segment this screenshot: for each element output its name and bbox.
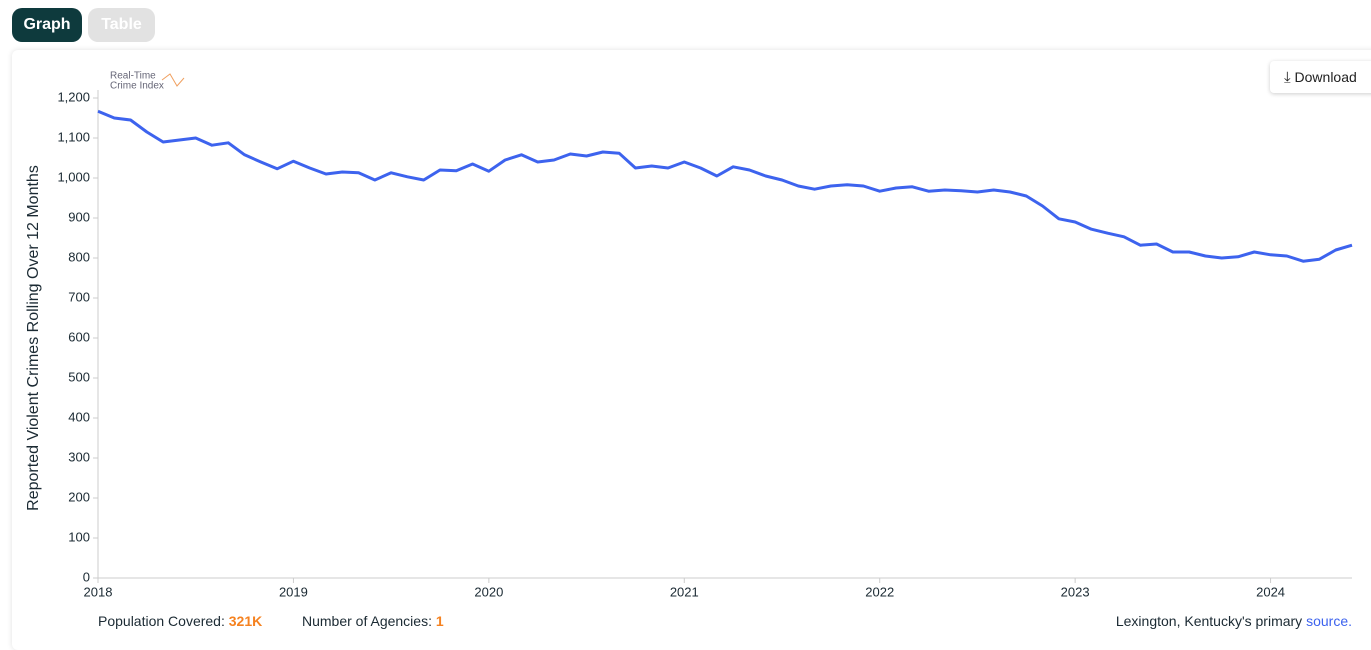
y-tick-label: 400 — [68, 409, 90, 424]
y-tick-label: 500 — [68, 369, 90, 384]
logo: Real-Time — [110, 71, 156, 82]
y-tick-label: 700 — [68, 289, 90, 304]
x-tick-label: 2020 — [474, 584, 503, 599]
y-tick-label: 200 — [68, 489, 90, 504]
population-label: Population Covered: — [98, 613, 225, 629]
x-tick-label: 2018 — [84, 584, 113, 599]
x-tick-label: 2019 — [279, 584, 308, 599]
agencies-label: Number of Agencies: — [302, 613, 432, 629]
source-text: Lexington, Kentucky's primary — [1115, 613, 1303, 629]
source: Lexington, Kentucky's primary source. — [1116, 613, 1352, 629]
agencies-value: 1 — [435, 613, 444, 629]
x-tick-label: 2024 — [1256, 584, 1285, 599]
x-tick-label: 2021 — [670, 584, 699, 599]
y-tick-label: 600 — [68, 329, 90, 344]
y-tick-label: 900 — [68, 209, 90, 224]
population-value: 321K — [228, 613, 263, 629]
line — [97, 109, 1353, 263]
graph-tab[interactable]: Graph — [12, 8, 82, 42]
y-tick-label: 0 — [83, 569, 90, 584]
y-tick-label: 1,200 — [57, 89, 90, 104]
y-tick-label: 100 — [68, 529, 90, 544]
x-tick-label: 2023 — [1061, 584, 1090, 599]
table-tab[interactable]: Table — [88, 8, 155, 42]
y-tick-label: 1,100 — [57, 129, 90, 144]
y-tick-label: 1,000 — [57, 169, 90, 184]
agencies: Number of Agencies: 1 — [302, 613, 444, 629]
logo-icon — [161, 73, 185, 87]
logo: Crime Index — [110, 81, 164, 92]
y-tick-label: 800 — [68, 249, 90, 264]
y-axis-label: Reported Violent Crimes Rolling Over 12 … — [25, 165, 42, 511]
download-label: Download — [1294, 69, 1357, 85]
population: Population Covered: 321K — [98, 613, 262, 629]
x-tick-label: 2022 — [865, 584, 894, 599]
y-tick-label: 300 — [68, 449, 90, 464]
source-link[interactable]: source. — [1306, 613, 1352, 629]
download-button[interactable]: ⤓ Download — [1270, 61, 1371, 93]
